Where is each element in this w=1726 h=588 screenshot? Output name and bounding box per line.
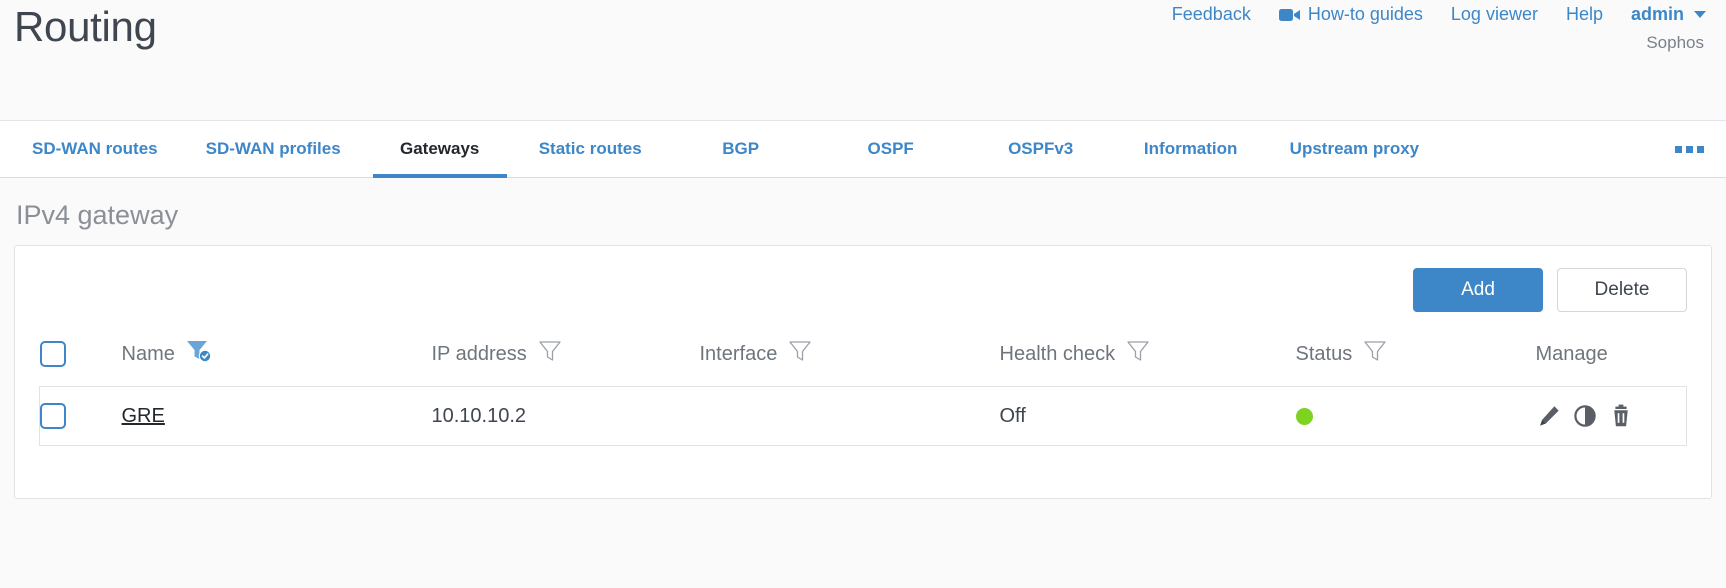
column-status: Status [1296, 334, 1536, 387]
row-ip-address-cell: 10.10.10.2 [431, 386, 700, 446]
page-title: Routing [14, 3, 157, 50]
row-interface-cell [699, 386, 1000, 446]
filter-icon-name[interactable] [185, 338, 213, 370]
app-header: Routing Feedback How-to guides Log viewe… [0, 0, 1726, 120]
filter-icon-status[interactable] [1362, 339, 1388, 369]
column-status-label: Status [1295, 342, 1353, 365]
tab-ospfv3-label: OSPFv3 [1008, 139, 1074, 158]
user-menu[interactable]: admin [1631, 4, 1706, 25]
nav-link-how-to-guides-label: How-to guides [1307, 4, 1423, 24]
nav-link-log-viewer[interactable]: Log viewer [1451, 4, 1538, 25]
table-header-row: Name [39, 334, 1687, 387]
table-toolbar: Add Delete [39, 268, 1687, 312]
ipv4-gateway-card: Add Delete Name [14, 245, 1712, 499]
tab-information[interactable]: Information [1116, 121, 1266, 177]
utility-nav: Feedback How-to guides Log viewer Help a… [1172, 4, 1706, 25]
table-header: Name [39, 334, 1687, 387]
more-horizontal-icon [1675, 145, 1704, 153]
tab-gateways-label: Gateways [399, 139, 480, 158]
filter-icon-ip-address[interactable] [537, 339, 563, 369]
filter-icon-interface[interactable] [787, 339, 813, 369]
tab-bgp-label: BGP [722, 139, 760, 158]
gateways-table: Name [39, 334, 1687, 446]
nav-link-help[interactable]: Help [1566, 4, 1603, 25]
tab-overflow-button[interactable] [1653, 121, 1726, 177]
table-row[interactable]: GRE 10.10.10.2 Off [39, 386, 1687, 446]
column-health-check: Health check [1000, 334, 1296, 387]
column-ip-address: IP address [432, 334, 700, 387]
tab-static-routes[interactable]: Static routes [515, 121, 666, 177]
video-icon [1278, 7, 1301, 23]
nav-link-help-label: Help [1565, 4, 1603, 24]
organization-label: Sophos [1646, 33, 1704, 52]
row-health-check-cell: Off [999, 386, 1296, 446]
edit-icon[interactable] [1536, 403, 1562, 429]
tab-gateways[interactable]: Gateways [365, 121, 515, 178]
tab-static-routes-label: Static routes [538, 139, 642, 158]
column-interface: Interface [700, 334, 1000, 387]
select-all-checkbox[interactable] [39, 341, 66, 367]
row-checkbox[interactable] [40, 403, 66, 429]
tab-ospf[interactable]: OSPF [816, 121, 966, 177]
column-interface-label: Interface [699, 342, 778, 365]
tab-sd-wan-routes-label: SD-WAN routes [32, 139, 158, 158]
tab-sd-wan-profiles[interactable]: SD-WAN profiles [182, 121, 365, 177]
column-manage-label: Manage [1535, 342, 1608, 365]
status-indicator [1295, 407, 1313, 425]
row-status-cell [1295, 386, 1536, 446]
table-body: GRE 10.10.10.2 Off [39, 386, 1687, 446]
delete-icon[interactable] [1608, 403, 1634, 429]
row-name-cell: GRE [121, 386, 432, 446]
chevron-down-icon [1694, 11, 1706, 18]
gateway-name-link[interactable]: GRE [121, 404, 165, 427]
nav-link-log-viewer-label: Log viewer [1450, 4, 1538, 24]
section-title: IPv4 gateway [16, 200, 179, 230]
nav-link-feedback[interactable]: Feedback [1172, 4, 1251, 25]
column-name: Name [122, 334, 432, 387]
tab-sd-wan-routes[interactable]: SD-WAN routes [8, 121, 182, 177]
tab-information-label: Information [1143, 139, 1238, 158]
filter-icon-health-check[interactable] [1125, 339, 1151, 369]
tab-bar: SD-WAN routes SD-WAN profiles Gateways S… [0, 120, 1726, 178]
column-manage: Manage [1536, 334, 1687, 387]
user-menu-label: admin [1630, 4, 1684, 24]
toggle-icon[interactable] [1572, 403, 1598, 429]
tab-bgp[interactable]: BGP [666, 121, 816, 177]
tab-upstream-proxy-label: Upstream proxy [1289, 139, 1420, 158]
column-name-label: Name [121, 342, 175, 365]
add-button[interactable]: Add [1413, 268, 1543, 312]
column-health-check-label: Health check [999, 342, 1116, 365]
tab-sd-wan-profiles-label: SD-WAN profiles [205, 139, 341, 158]
main-content: IPv4 gateway Add Delete Name [0, 200, 1726, 499]
tab-ospfv3[interactable]: OSPFv3 [966, 121, 1116, 177]
column-ip-address-label: IP address [431, 342, 527, 365]
nav-link-how-to-guides[interactable]: How-to guides [1278, 4, 1423, 25]
row-select-cell [39, 386, 122, 446]
delete-button[interactable]: Delete [1557, 268, 1687, 312]
tab-upstream-proxy[interactable]: Upstream proxy [1266, 121, 1443, 177]
column-select [39, 334, 122, 387]
row-manage-cell [1535, 386, 1687, 446]
tab-ospf-label: OSPF [867, 139, 914, 158]
nav-link-feedback-label: Feedback [1171, 4, 1251, 24]
